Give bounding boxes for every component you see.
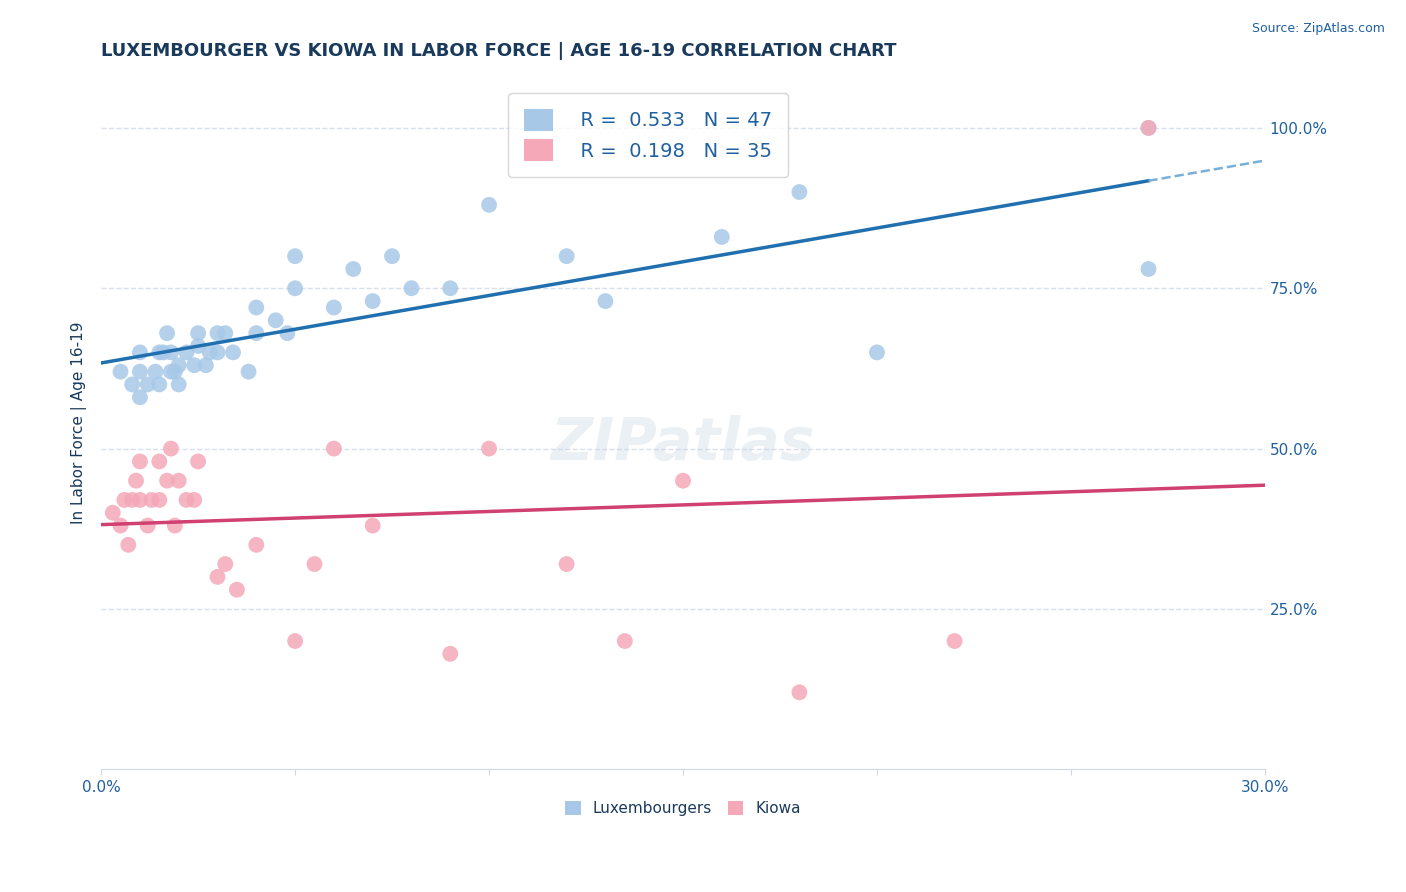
Point xyxy=(163,365,186,379)
Point xyxy=(1137,120,1160,135)
Point xyxy=(478,198,501,212)
Text: Source: ZipAtlas.com: Source: ZipAtlas.com xyxy=(1251,22,1385,36)
Point xyxy=(121,492,143,507)
Point xyxy=(176,345,198,359)
Point xyxy=(1137,262,1160,277)
Point xyxy=(439,281,461,295)
Point xyxy=(187,454,209,468)
Point xyxy=(207,345,229,359)
Point xyxy=(207,570,229,584)
Point xyxy=(194,358,217,372)
Point xyxy=(136,377,159,392)
Point xyxy=(207,326,229,340)
Point xyxy=(125,474,148,488)
Point xyxy=(112,492,135,507)
Point xyxy=(284,634,307,648)
Point xyxy=(121,377,143,392)
Point xyxy=(214,326,236,340)
Point xyxy=(381,249,404,263)
Point xyxy=(183,358,205,372)
Point xyxy=(789,185,811,199)
Point xyxy=(672,474,695,488)
Point xyxy=(943,634,966,648)
Point xyxy=(322,442,344,456)
Y-axis label: In Labor Force | Age 16-19: In Labor Force | Age 16-19 xyxy=(72,322,87,524)
Point xyxy=(342,262,364,277)
Point xyxy=(183,492,205,507)
Point xyxy=(361,294,384,309)
Point xyxy=(225,582,247,597)
Point xyxy=(101,506,124,520)
Point xyxy=(214,557,236,571)
Point xyxy=(129,365,152,379)
Point xyxy=(163,518,186,533)
Point xyxy=(245,538,267,552)
Point xyxy=(187,326,209,340)
Point xyxy=(284,249,307,263)
Point xyxy=(129,492,152,507)
Point xyxy=(136,518,159,533)
Point xyxy=(117,538,139,552)
Point xyxy=(160,365,183,379)
Point xyxy=(245,301,267,315)
Point xyxy=(141,492,163,507)
Point xyxy=(129,454,152,468)
Point xyxy=(478,442,501,456)
Point xyxy=(322,301,344,315)
Point xyxy=(613,634,636,648)
Point xyxy=(866,345,889,359)
Point xyxy=(238,365,260,379)
Point xyxy=(361,518,384,533)
Point xyxy=(148,454,170,468)
Point xyxy=(129,390,152,404)
Point xyxy=(167,358,190,372)
Point xyxy=(245,326,267,340)
Point xyxy=(439,647,461,661)
Point xyxy=(110,518,132,533)
Point xyxy=(176,492,198,507)
Point xyxy=(148,345,170,359)
Point xyxy=(160,442,183,456)
Point xyxy=(264,313,287,327)
Point xyxy=(198,345,221,359)
Point xyxy=(555,249,578,263)
Point xyxy=(129,345,152,359)
Point xyxy=(276,326,298,340)
Legend: Luxembourgers, Kiowa: Luxembourgers, Kiowa xyxy=(558,794,808,824)
Point xyxy=(595,294,617,309)
Point xyxy=(148,377,170,392)
Point xyxy=(167,377,190,392)
Point xyxy=(156,326,179,340)
Point xyxy=(555,557,578,571)
Point xyxy=(167,474,190,488)
Point xyxy=(160,345,183,359)
Point xyxy=(789,685,811,699)
Point xyxy=(110,365,132,379)
Text: LUXEMBOURGER VS KIOWA IN LABOR FORCE | AGE 16-19 CORRELATION CHART: LUXEMBOURGER VS KIOWA IN LABOR FORCE | A… xyxy=(101,42,897,60)
Point xyxy=(284,281,307,295)
Point xyxy=(304,557,326,571)
Text: ZIPatlas: ZIPatlas xyxy=(551,416,815,472)
Point xyxy=(148,492,170,507)
Point xyxy=(401,281,423,295)
Point xyxy=(156,474,179,488)
Point xyxy=(1137,120,1160,135)
Point xyxy=(152,345,174,359)
Point xyxy=(710,230,733,244)
Point xyxy=(145,365,167,379)
Point xyxy=(187,339,209,353)
Point xyxy=(222,345,245,359)
